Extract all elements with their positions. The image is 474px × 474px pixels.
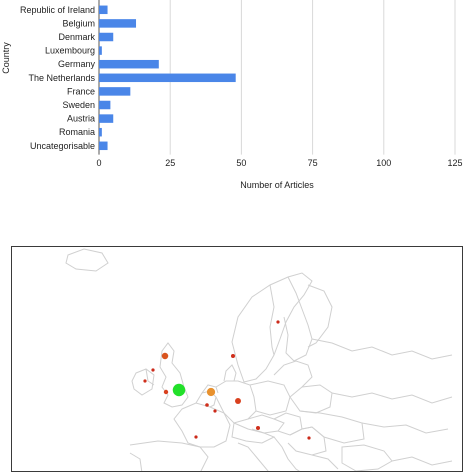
x-tick-label: 0 [96,158,101,168]
map-marker [206,387,216,397]
country-borders [65,248,453,471]
y-axis-title: Country [1,42,11,74]
map-marker [255,425,261,431]
category-label: Belgium [62,18,95,28]
x-tick-label: 125 [447,158,462,168]
europe-map-panel [11,246,463,472]
bar [99,5,108,15]
bar-chart: Republic of Ireland Belgium Denmark Luxembo… [1,0,463,190]
bar [99,87,131,96]
map-marker [307,436,311,440]
map-marker [172,383,186,397]
category-label: The Netherlands [28,73,95,83]
bar [99,73,236,83]
map-marker [205,403,209,407]
europe-map [65,248,453,471]
bar [99,32,114,42]
bar [99,19,137,28]
x-tick-label: 50 [236,158,246,168]
category-label: Germany [58,59,96,69]
x-tick-label: 25 [165,158,175,168]
map-marker [194,435,198,439]
bar [99,100,111,110]
map-marker [161,352,169,360]
map-marker [276,320,280,324]
category-label: Sweden [62,100,95,110]
x-tick-label: 100 [376,158,391,168]
bar [99,114,114,123]
x-tick-label: 75 [308,158,318,168]
x-axis-title: Number of Articles [240,180,314,190]
map-marker [235,398,241,404]
bar [99,46,102,55]
map-marker [230,353,236,359]
category-label: Republic of Ireland [20,5,95,15]
map-marker [213,409,217,413]
x-tick-labels: 0 25 50 75 100 125 [96,158,462,168]
map-marker [151,368,155,372]
map-marker [163,389,169,395]
bar [99,127,102,137]
bar [99,141,108,151]
category-labels: Republic of Ireland Belgium Denmark Luxembo… [20,5,96,151]
category-label: Denmark [58,32,95,42]
category-label: Austria [67,114,95,124]
map-markers [143,320,311,440]
bar [99,59,159,69]
category-label: Uncategorisable [30,141,95,151]
category-label: Romania [59,127,95,137]
map-marker [143,379,147,383]
category-label: Luxembourg [45,46,95,56]
bars [99,5,236,151]
category-label: France [67,86,95,96]
